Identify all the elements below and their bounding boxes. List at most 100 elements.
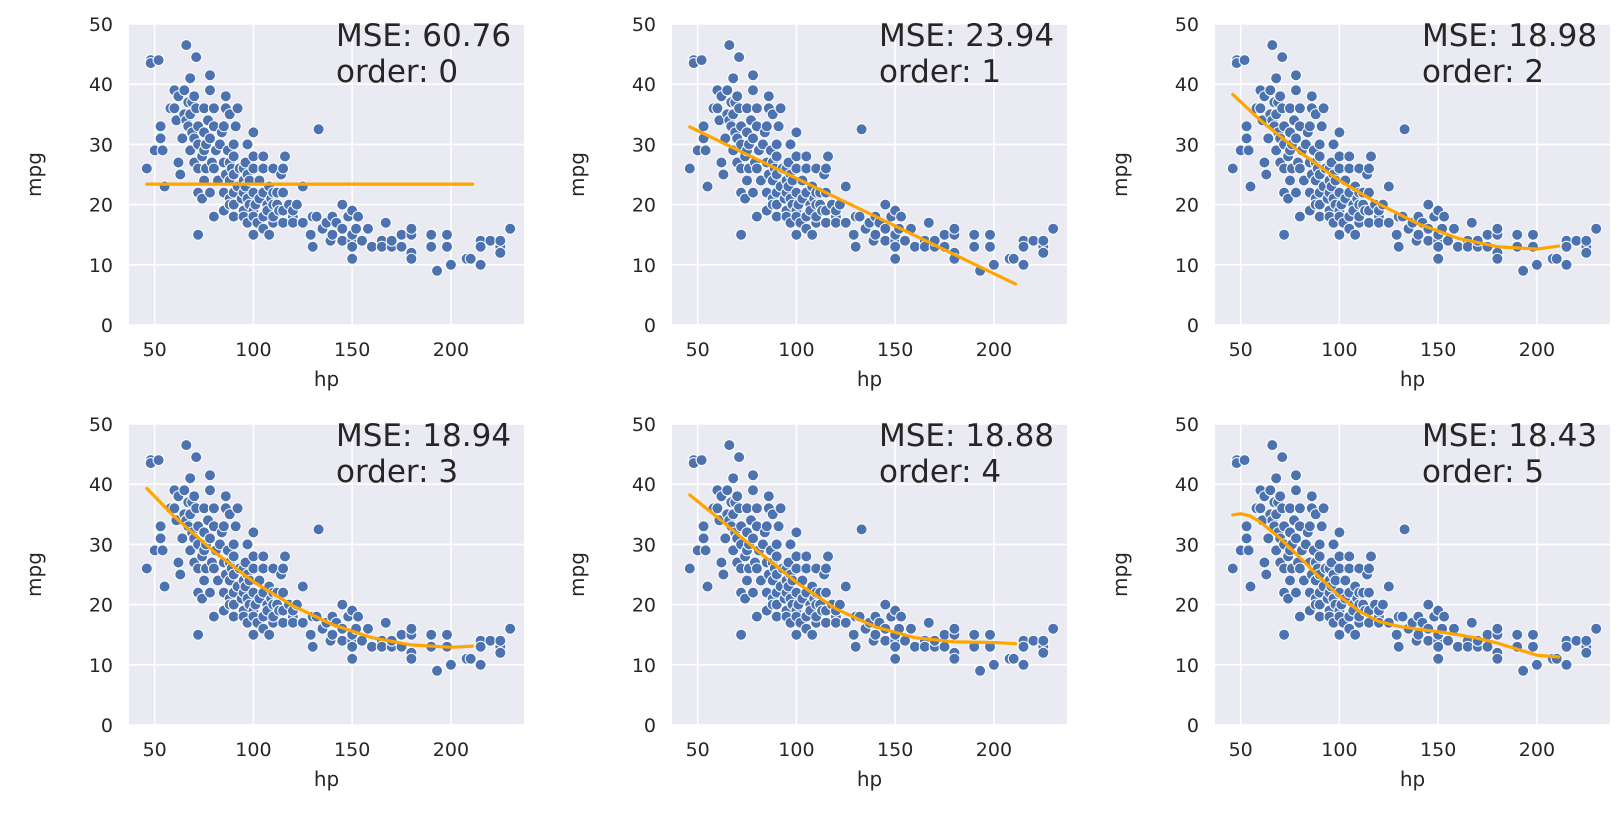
data-point xyxy=(336,222,349,235)
data-point xyxy=(899,234,911,247)
data-point xyxy=(770,198,783,211)
data-point xyxy=(1258,556,1271,569)
data-point xyxy=(223,508,236,521)
data-point xyxy=(494,646,507,659)
data-point xyxy=(1491,252,1504,265)
data-point xyxy=(1382,216,1395,229)
data-point xyxy=(1278,228,1291,241)
y-axis-label: mpg xyxy=(22,552,46,597)
data-point xyxy=(306,240,319,253)
y-tick-label: 50 xyxy=(632,414,656,436)
data-points xyxy=(683,39,1060,277)
data-point xyxy=(1382,580,1395,593)
y-tick-label: 0 xyxy=(1187,715,1199,737)
data-point xyxy=(247,526,260,539)
data-point xyxy=(735,628,748,641)
data-point xyxy=(790,526,803,539)
x-tick-label: 50 xyxy=(143,739,167,761)
data-point xyxy=(1293,610,1306,623)
data-point xyxy=(774,502,787,515)
data-point xyxy=(1037,646,1050,659)
data-point xyxy=(444,258,457,271)
subplot-1: 0 10 20 30 40 50 50 100 150 200 hp mpg MSE: 60.76ord… xyxy=(22,14,524,391)
data-point xyxy=(184,472,197,485)
data-point xyxy=(176,132,189,145)
y-tick-label: 30 xyxy=(89,134,113,156)
x-tick-label: 200 xyxy=(1519,739,1555,761)
data-point xyxy=(697,532,710,545)
y-axis-label: mpg xyxy=(565,152,589,197)
data-point xyxy=(1027,634,1040,647)
data-point xyxy=(1240,132,1253,145)
x-tick-label: 200 xyxy=(976,339,1012,361)
x-axis-label: hp xyxy=(1400,367,1425,391)
data-point xyxy=(239,556,252,569)
data-point xyxy=(1266,39,1279,52)
data-point xyxy=(800,150,813,163)
data-point xyxy=(375,640,388,653)
data-point xyxy=(1284,502,1296,515)
data-point xyxy=(800,550,813,563)
x-tick-label: 150 xyxy=(877,739,913,761)
y-tick-label: 20 xyxy=(632,595,656,617)
data-point xyxy=(168,502,181,515)
data-point xyxy=(1244,580,1257,593)
data-point xyxy=(405,222,418,235)
y-tick-label: 10 xyxy=(89,655,113,677)
data-point xyxy=(1333,126,1346,139)
data-point xyxy=(1517,664,1530,677)
data-point xyxy=(257,150,270,163)
data-point xyxy=(697,520,710,533)
y-tick-label: 30 xyxy=(632,534,656,556)
data-point xyxy=(731,490,744,503)
data-point xyxy=(247,162,260,175)
data-point xyxy=(1422,598,1435,611)
fit-curve xyxy=(145,486,475,649)
data-point xyxy=(296,216,309,229)
data-point xyxy=(1432,252,1445,265)
data-point xyxy=(279,150,291,163)
data-point xyxy=(760,520,773,533)
data-point xyxy=(721,84,734,97)
data-point xyxy=(770,538,783,551)
data-point xyxy=(766,108,779,121)
data-point xyxy=(1376,598,1389,611)
data-point xyxy=(1284,174,1296,187)
data-point xyxy=(800,562,813,575)
data-point xyxy=(219,490,232,503)
data-point xyxy=(790,228,803,241)
y-tick-label: 30 xyxy=(1175,134,1199,156)
data-point xyxy=(1365,150,1377,163)
data-point xyxy=(196,192,209,205)
data-point xyxy=(154,520,167,533)
data-point xyxy=(747,132,759,145)
subplot-6: 0 10 20 30 40 50 50 100 150 200 hp mpg MSE: 18.43ord… xyxy=(1108,414,1610,791)
x-tick-label: 200 xyxy=(976,739,1012,761)
data-point xyxy=(277,162,290,175)
data-point xyxy=(1007,652,1020,665)
data-point xyxy=(152,454,165,467)
mse-annotation: MSE: 18.43 xyxy=(1422,418,1597,454)
data-point xyxy=(1570,234,1583,247)
data-point xyxy=(1333,562,1346,575)
data-point xyxy=(711,102,724,115)
data-point xyxy=(1258,156,1271,169)
data-point xyxy=(464,652,477,665)
mse-annotation: MSE: 18.88 xyxy=(879,418,1054,454)
data-point xyxy=(715,156,728,169)
data-point xyxy=(241,538,254,551)
data-point xyxy=(227,210,240,223)
data-point xyxy=(140,162,153,175)
y-tick-label: 0 xyxy=(644,715,656,737)
data-point xyxy=(1451,240,1464,253)
data-point xyxy=(889,652,902,665)
data-point xyxy=(227,598,240,611)
order-annotation: order: 3 xyxy=(336,454,458,490)
data-point xyxy=(1372,216,1385,229)
data-point xyxy=(1293,562,1306,575)
data-point xyxy=(1017,240,1030,253)
data-point xyxy=(1278,628,1291,641)
data-point xyxy=(747,186,759,199)
data-point xyxy=(375,240,388,253)
y-tick-label: 50 xyxy=(632,14,656,36)
